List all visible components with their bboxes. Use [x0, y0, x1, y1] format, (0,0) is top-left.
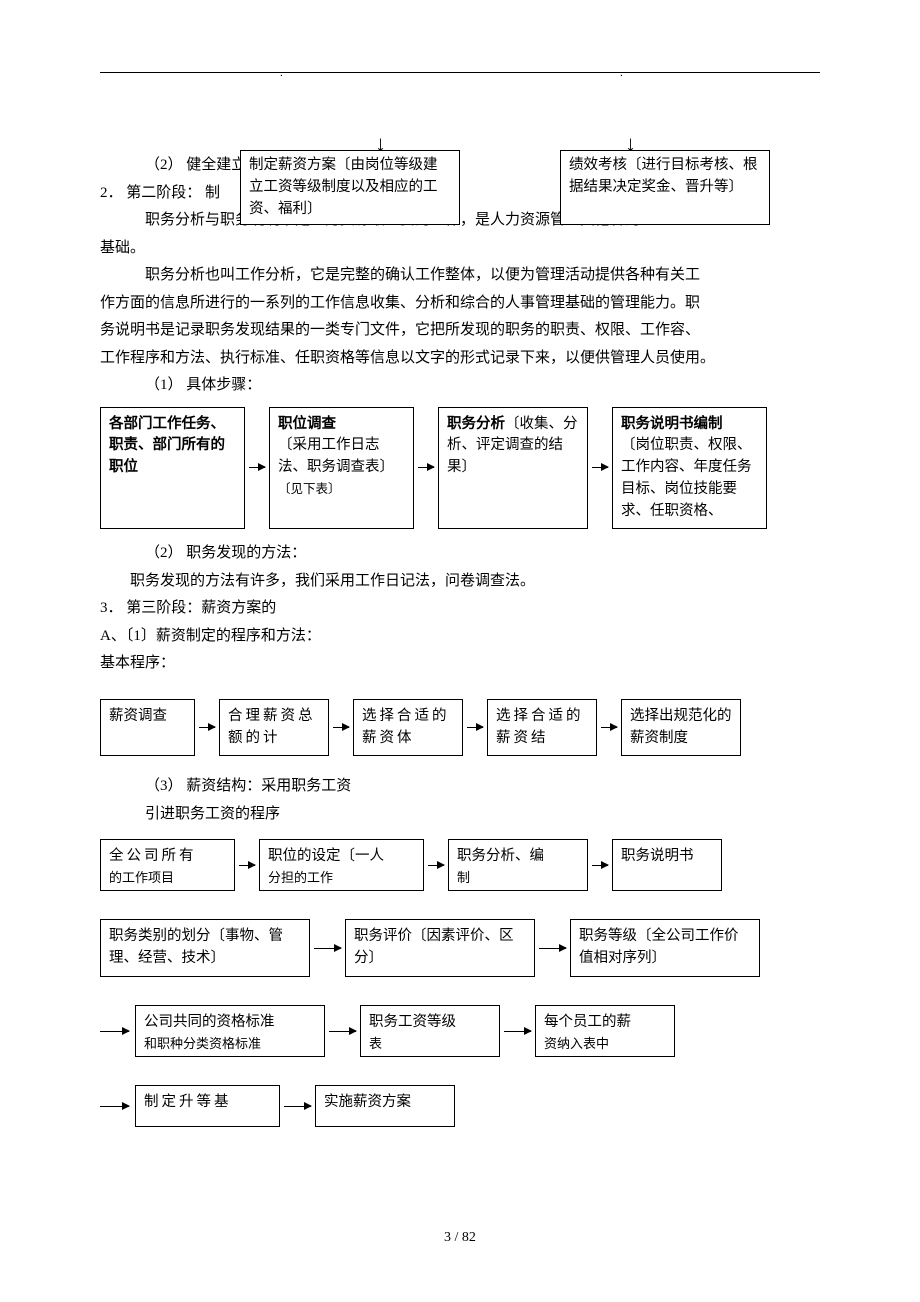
flow3-r3b1-l2: 和职种分类资格标准: [144, 1036, 261, 1051]
page-content: ↓ ↓ 制定薪资方案〔由岗位等级建立工资等级制度以及相应的工资、福利〕 绩效考核…: [100, 150, 820, 1127]
flow1-box2: 职位调查 〔采用工作日志法、职务调查表〕 〔见下表〕: [269, 407, 414, 530]
header-rule: [100, 72, 820, 73]
line-9: （1） 具体步骤：: [100, 373, 820, 399]
flow3-r1b2: 职位的设定〔一人 分担的工作: [259, 839, 424, 891]
line-13: A、〔1〕薪资制定的程序和方法：: [100, 624, 820, 650]
arrow-icon: [100, 1085, 135, 1127]
flow3-r3b2-l1: 职务工资等级: [369, 1014, 456, 1030]
flow3-row2: 职务类别的划分〔事物、管理、经营、技术〕 职务评价〔因素评价、区分〕 职务等级〔…: [100, 919, 820, 977]
flow3-r4b1: 制定升等基: [135, 1085, 280, 1127]
flow3-r3b1-l1: 公司共同的资格标准: [144, 1014, 275, 1030]
arrow-icon: [597, 699, 621, 757]
flow3-r1b1-l1: 全公司所有: [109, 848, 197, 864]
flow1-b4-title: 职务说明书编制: [621, 416, 723, 432]
page-number: 3 / 82: [0, 1226, 920, 1250]
header-dot-right: .: [620, 64, 623, 83]
flow3-row1: 全公司所有 的工作项目 职位的设定〔一人 分担的工作 职务分析、编 制 职务说明…: [100, 839, 820, 891]
flow3-r1b1-l2: 的工作项目: [109, 870, 174, 885]
line-10: （2） 职务发现的方法：: [100, 541, 820, 567]
flow1-b2-body: 〔采用工作日志法、职务调查表〕: [278, 437, 394, 475]
line-4: 基础。: [100, 236, 820, 262]
flow2-box3: 选择合适的薪资体: [353, 699, 463, 757]
flow3-r3b2: 职务工资等级 表: [360, 1005, 500, 1057]
box-salary-plan: 制定薪资方案〔由岗位等级建立工资等级制度以及相应的工资、福利〕: [240, 150, 460, 225]
flow3-r2b3: 职务等级〔全公司工作价值相对序列〕: [570, 919, 760, 977]
box-performance: 绩效考核〔进行目标考核、根据结果决定奖金、晋升等〕: [560, 150, 770, 225]
arrow-icon: [329, 699, 353, 757]
arrow-icon: [535, 919, 570, 977]
line-14: 基本程序：: [100, 651, 820, 677]
flow1-box4: 职务说明书编制 〔岗位职责、权限、工作内容、年度任务目标、岗位技能要求、任职资格…: [612, 407, 767, 530]
flow3-row4: 制定升等基 实施薪资方案: [100, 1085, 820, 1127]
line-12: 3． 第三阶段：薪资方案的: [100, 596, 820, 622]
arrow-icon: [195, 699, 219, 757]
line-8: 工作程序和方法、执行标准、任职资格等信息以文字的形式记录下来，以便供管理人员使用…: [100, 346, 820, 372]
arrow-icon: [310, 919, 345, 977]
flow1-box3: 职务分析〔收集、分析、评定调查的结果〕: [438, 407, 588, 530]
line-16: 引进职务工资的程序: [100, 802, 820, 828]
arrow-icon: [463, 699, 487, 757]
arrow-icon: [588, 407, 612, 530]
flow3-r2b2: 职务评价〔因素评价、区分〕: [345, 919, 535, 977]
flow3-r1b2-l2: 分担的工作: [268, 870, 333, 885]
flow3-r1b3-l1: 职务分析、编: [457, 848, 544, 864]
flow3-r2b1: 职务类别的划分〔事物、管理、经营、技术〕: [100, 919, 310, 977]
arrow-icon: [424, 839, 448, 891]
flow1-b3-title: 职务分析: [447, 416, 505, 432]
arrow-icon: [500, 1005, 535, 1057]
line-5: 职务分析也叫工作分析，它是完整的确认工作整体，以便为管理活动提供各种有关工: [100, 263, 820, 289]
flow1-b2-title: 职位调查: [278, 416, 336, 432]
header-dot-left: .: [280, 64, 283, 83]
flow1: 各部门工作任务、职责、部门所有的职位 职位调查 〔采用工作日志法、职务调查表〕 …: [100, 407, 820, 530]
flow2-box4: 选择合适的薪资结: [487, 699, 597, 757]
flow2: 薪资调查 合理薪资总额的计 选择合适的薪资体 选择合适的薪资结 选择出规范化的薪…: [100, 699, 820, 757]
flow3-r3b1: 公司共同的资格标准 和职种分类资格标准: [135, 1005, 325, 1057]
flow3-r1b3-l2: 制: [457, 870, 470, 885]
flow2-box2: 合理薪资总额的计: [219, 699, 329, 757]
flow3-r4b2: 实施薪资方案: [315, 1085, 455, 1127]
flow3-r1b2-l1: 职位的设定〔一人: [268, 848, 384, 864]
line-15: （3） 薪资结构：采用职务工资: [100, 774, 820, 800]
line-11: 职务发现的方法有许多，我们采用工作日记法，问卷调查法。: [100, 569, 820, 595]
arrow-icon: [245, 407, 269, 530]
flow3-r3b3-l1: 每个员工的薪: [544, 1014, 631, 1030]
arrow-icon: [588, 839, 612, 891]
top-box-row: 制定薪资方案〔由岗位等级建立工资等级制度以及相应的工资、福利〕 绩效考核〔进行目…: [240, 150, 770, 225]
flow3-r1b1: 全公司所有 的工作项目: [100, 839, 235, 891]
arrow-icon: [100, 1005, 135, 1057]
flow2-box1: 薪资调查: [100, 699, 195, 757]
flow1-b2-small: 〔见下表〕: [278, 482, 341, 496]
flow3-row3: 公司共同的资格标准 和职种分类资格标准 职务工资等级 表 每个员工的薪 资纳入表…: [100, 1005, 820, 1057]
arrow-icon: [235, 839, 259, 891]
arrow-icon: [280, 1085, 315, 1127]
flow3-r3b2-l2: 表: [369, 1036, 382, 1051]
line-7: 务说明书是记录职务发现结果的一类专门文件，它把所发现的职务的职责、权限、工作容、: [100, 318, 820, 344]
flow3-r1b4: 职务说明书: [612, 839, 722, 891]
arrow-icon: [414, 407, 438, 530]
line-6: 作方面的信息所进行的一系列的工作信息收集、分析和综合的人事管理基础的管理能力。职: [100, 291, 820, 317]
arrow-icon: [325, 1005, 360, 1057]
flow2-box5: 选择出规范化的薪资制度: [621, 699, 741, 757]
flow3-r3b3: 每个员工的薪 资纳入表中: [535, 1005, 675, 1057]
flow1-b4-body: 〔岗位职责、权限、工作内容、年度任务目标、岗位技能要求、任职资格、: [621, 437, 752, 518]
flow3-r3b3-l2: 资纳入表中: [544, 1036, 609, 1051]
flow3-r1b3: 职务分析、编 制: [448, 839, 588, 891]
flow1-box1: 各部门工作任务、职责、部门所有的职位: [100, 407, 245, 530]
